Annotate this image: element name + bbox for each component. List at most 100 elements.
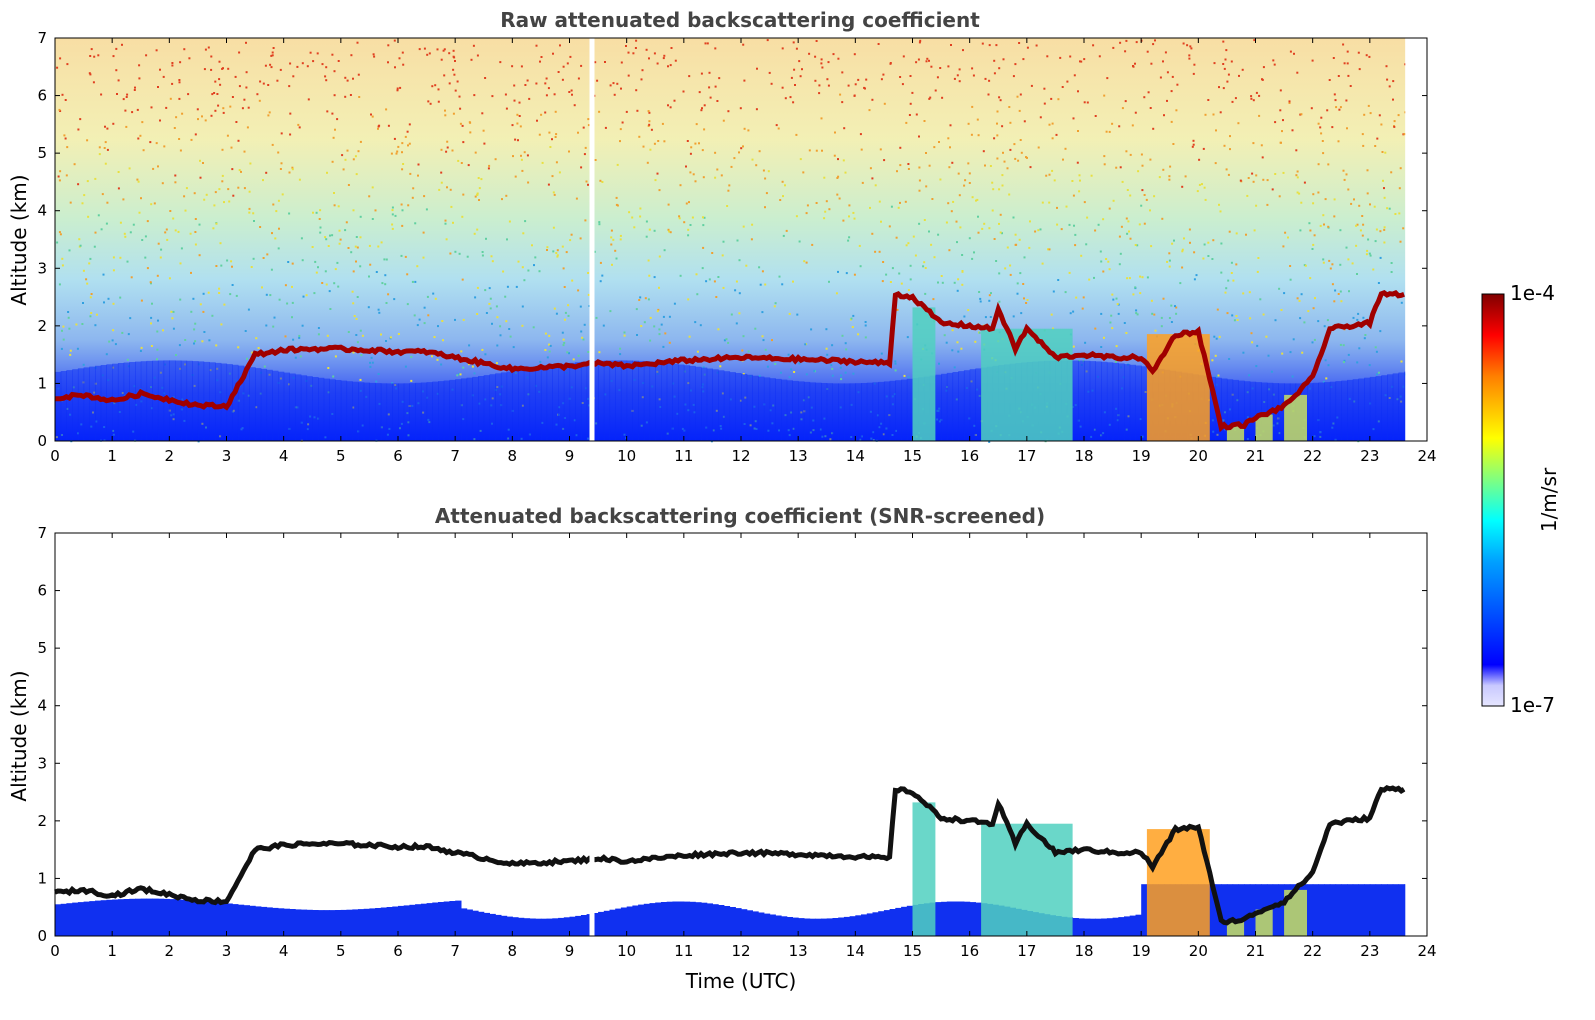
noise-speckle: [682, 90, 685, 93]
noise-speckle: [609, 310, 612, 313]
aerosol-column: [1141, 884, 1148, 936]
noise-speckle: [704, 42, 707, 45]
noise-speckle: [103, 301, 105, 304]
noise-speckle: [1368, 364, 1371, 367]
noise-speckle: [840, 378, 843, 381]
aerosol-column: [580, 915, 588, 936]
noise-speckle: [694, 321, 697, 324]
cloud-layer-line: [55, 289, 1405, 433]
aerosol-column: [1124, 916, 1131, 936]
aerosol-column: [312, 910, 319, 936]
noise-speckle: [1106, 77, 1109, 80]
noise-speckle: [795, 133, 798, 136]
noise-speckle: [149, 281, 152, 284]
noise-speckle: [978, 291, 981, 293]
noise-speckle: [1220, 271, 1223, 274]
noise-speckle: [781, 283, 784, 286]
noise-speckle: [738, 292, 741, 295]
noise-speckle: [1153, 313, 1156, 316]
noise-speckle: [352, 158, 355, 161]
aerosol-column: [563, 363, 571, 441]
noise-speckle: [806, 204, 809, 207]
noise-speckle: [338, 242, 341, 245]
noise-speckle: [1346, 127, 1348, 130]
noise-speckle: [117, 171, 120, 173]
aerosol-column: [821, 918, 828, 936]
noise-speckle: [267, 84, 270, 86]
noise-speckle: [128, 167, 131, 170]
noise-speckle: [375, 380, 378, 383]
noise-speckle: [570, 89, 573, 92]
noise-speckle: [1335, 106, 1338, 109]
noise-speckle: [404, 135, 407, 138]
noise-speckle: [150, 203, 153, 206]
noise-speckle: [94, 324, 97, 327]
noise-speckle: [896, 308, 899, 311]
noise-speckle: [207, 291, 210, 294]
noise-speckle: [124, 109, 127, 112]
aerosol-column: [1249, 381, 1257, 441]
noise-speckle: [473, 232, 476, 235]
noise-speckle: [552, 250, 555, 253]
x-tick-label: 6: [393, 942, 403, 960]
noise-speckle: [594, 159, 597, 161]
aerosol-column: [866, 913, 874, 936]
noise-speckle: [1128, 230, 1130, 233]
noise-speckle: [59, 170, 62, 173]
noise-speckle: [648, 120, 651, 123]
noise-speckle: [327, 245, 330, 247]
noise-speckle: [476, 192, 479, 195]
noise-speckle: [619, 234, 622, 237]
aerosol-column: [186, 360, 193, 441]
noise-speckle: [1397, 114, 1400, 117]
noise-speckle: [678, 217, 681, 220]
noise-speckle: [317, 327, 320, 329]
noise-speckle: [1241, 68, 1244, 71]
noise-speckle: [754, 327, 757, 330]
noise-speckle: [593, 250, 596, 253]
aerosol-column: [1329, 381, 1337, 441]
noise-speckle: [516, 122, 519, 125]
noise-speckle: [793, 371, 796, 373]
noise-speckle: [448, 82, 451, 85]
aerosol-column: [426, 382, 433, 441]
noise-speckle: [1108, 207, 1111, 210]
noise-speckle: [612, 238, 615, 241]
aerosol-column: [209, 901, 216, 936]
noise-speckle: [1099, 250, 1102, 253]
aerosol-column: [786, 380, 793, 441]
noise-speckle: [889, 62, 892, 64]
noise-speckle: [164, 231, 167, 234]
noise-speckle: [342, 168, 345, 171]
noise-speckle: [679, 184, 682, 187]
noise-speckle: [325, 238, 328, 241]
noise-speckle: [1211, 258, 1214, 260]
noise-speckle: [337, 205, 340, 208]
noise-speckle: [395, 152, 398, 155]
noise-speckle: [874, 250, 877, 253]
noise-speckle: [925, 152, 927, 154]
noise-speckle: [1094, 327, 1097, 330]
noise-speckle: [1117, 312, 1120, 315]
noise-speckle: [983, 222, 986, 225]
noise-speckle: [627, 51, 630, 54]
noise-speckle: [352, 351, 355, 354]
noise-speckle: [289, 133, 292, 136]
noise-speckle: [1220, 242, 1223, 245]
noise-speckle: [1323, 223, 1325, 226]
noise-speckle: [909, 278, 912, 281]
aerosol-column: [1249, 884, 1257, 936]
aerosol-column: [775, 915, 782, 936]
noise-speckle: [1339, 106, 1342, 109]
aerosol-column: [815, 918, 822, 936]
noise-speckle: [880, 220, 882, 223]
noise-speckle: [1273, 63, 1276, 66]
noise-speckle: [1319, 126, 1322, 129]
noise-speckle: [934, 89, 937, 92]
noise-speckle: [458, 252, 461, 255]
panel1-y-label: Altitude (km): [7, 174, 31, 305]
noise-speckle: [226, 259, 229, 262]
noise-speckle: [1164, 51, 1167, 54]
aerosol-column: [1238, 884, 1245, 936]
noise-speckle: [798, 362, 801, 365]
